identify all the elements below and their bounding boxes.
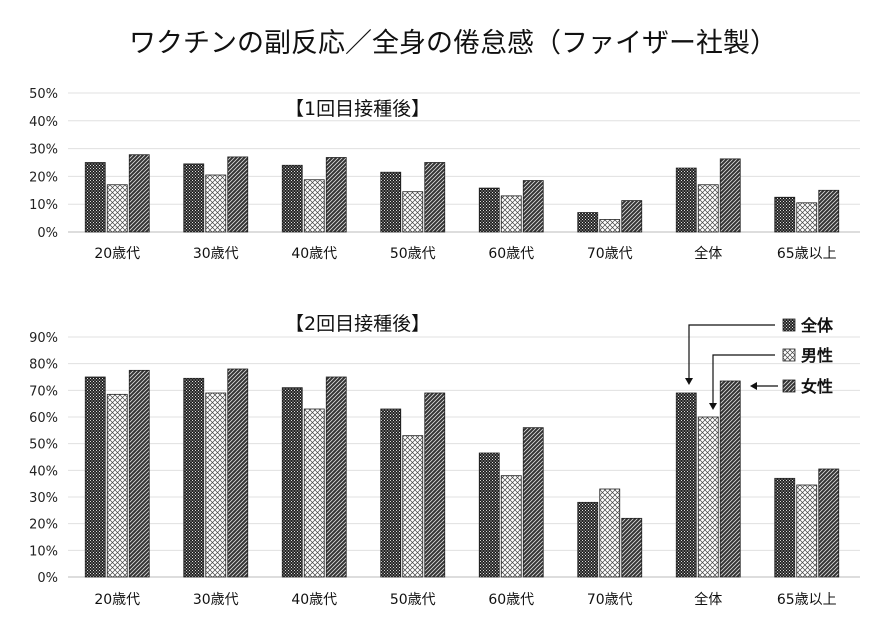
category-label: 60歳代 bbox=[488, 246, 534, 262]
legend-label-female: 女性 bbox=[801, 377, 833, 396]
y-tick-label: 20% bbox=[29, 518, 58, 533]
bar-female bbox=[128, 369, 150, 578]
bar-male bbox=[303, 408, 325, 578]
bar-female bbox=[227, 156, 249, 233]
bar-female bbox=[424, 162, 446, 233]
bar-total bbox=[577, 212, 599, 233]
bar-male bbox=[796, 202, 818, 233]
bar-female bbox=[719, 380, 741, 578]
bar-total bbox=[380, 171, 402, 233]
y-tick-label: 40% bbox=[29, 115, 58, 130]
bar-male bbox=[205, 174, 227, 233]
bar-female bbox=[818, 468, 840, 578]
bar-male bbox=[599, 219, 621, 233]
category-label: 70歳代 bbox=[587, 246, 633, 262]
bar-female bbox=[325, 376, 347, 578]
category-label: 50歳代 bbox=[390, 592, 436, 608]
main-title: ワクチンの副反応／全身の倦怠感（ファイザー社製） bbox=[129, 28, 777, 59]
panel-title: 【1回目接種後】 bbox=[285, 98, 430, 120]
category-label: 30歳代 bbox=[193, 592, 239, 608]
category-label: 65歳以上 bbox=[777, 592, 837, 608]
category-label: 60歳代 bbox=[488, 592, 534, 608]
y-tick-label: 0% bbox=[37, 571, 58, 586]
category-label: 65歳以上 bbox=[777, 246, 837, 262]
bar-total bbox=[675, 392, 697, 578]
category-label: 40歳代 bbox=[291, 592, 337, 608]
category-label: 20歳代 bbox=[94, 246, 140, 262]
bar-male bbox=[402, 435, 424, 578]
bar-male bbox=[402, 191, 424, 233]
y-tick-label: 10% bbox=[29, 544, 58, 559]
y-tick-label: 70% bbox=[29, 384, 58, 399]
bar-female bbox=[424, 392, 446, 578]
bar-male bbox=[500, 195, 522, 233]
bar-total bbox=[281, 387, 303, 578]
bar-total bbox=[183, 377, 205, 578]
y-tick-label: 80% bbox=[29, 358, 58, 373]
bar-female bbox=[522, 427, 544, 578]
category-label: 50歳代 bbox=[390, 246, 436, 262]
bar-male bbox=[697, 184, 719, 233]
legend-arrowhead bbox=[750, 382, 757, 390]
legend-arrow bbox=[712, 354, 775, 404]
bar-male bbox=[205, 392, 227, 578]
y-tick-label: 50% bbox=[29, 87, 58, 102]
bar-male bbox=[303, 179, 325, 233]
bar-total bbox=[84, 376, 106, 578]
bar-total bbox=[380, 408, 402, 578]
legend-label-male: 男性 bbox=[801, 346, 833, 365]
legend-swatch-total bbox=[782, 318, 796, 332]
y-tick-label: 30% bbox=[29, 491, 58, 506]
legend-label-total: 全体 bbox=[800, 316, 834, 335]
category-label: 全体 bbox=[694, 245, 722, 262]
bar-total bbox=[577, 501, 599, 578]
bar-total bbox=[675, 167, 697, 233]
legend-arrowhead bbox=[685, 378, 693, 385]
bar-female bbox=[227, 368, 249, 578]
bar-female bbox=[621, 200, 643, 233]
category-label: 全体 bbox=[694, 591, 722, 608]
category-label: 20歳代 bbox=[94, 592, 140, 608]
bar-total bbox=[774, 196, 796, 233]
bar-male bbox=[697, 416, 719, 578]
bar-total bbox=[281, 164, 303, 233]
bar-male bbox=[106, 393, 128, 578]
y-tick-label: 60% bbox=[29, 411, 58, 426]
y-tick-label: 0% bbox=[37, 226, 58, 241]
legend-swatch-male bbox=[782, 348, 796, 362]
bar-male bbox=[599, 488, 621, 578]
bar-male bbox=[796, 484, 818, 578]
y-tick-label: 50% bbox=[29, 438, 58, 453]
bar-female bbox=[719, 158, 741, 233]
bar-male bbox=[500, 475, 522, 578]
y-tick-label: 30% bbox=[29, 143, 58, 158]
bar-total bbox=[183, 163, 205, 233]
bar-female bbox=[621, 517, 643, 578]
bar-female bbox=[325, 157, 347, 233]
panel-second-dose: 0% 10% 20% 30% 40% 50% 60% 70% 80% 90% 【2回目接種後】 20歳… bbox=[29, 313, 860, 608]
bar-total bbox=[84, 162, 106, 233]
y-tick-label: 40% bbox=[29, 464, 58, 479]
bar-female bbox=[128, 154, 150, 233]
bar-male bbox=[106, 184, 128, 233]
legend-arrow bbox=[688, 324, 775, 379]
bar-total bbox=[478, 452, 500, 578]
legend-swatch-female bbox=[782, 379, 796, 393]
bar-total bbox=[478, 187, 500, 233]
bar-total bbox=[774, 477, 796, 578]
y-tick-label: 10% bbox=[29, 198, 58, 213]
y-tick-label: 90% bbox=[29, 331, 58, 346]
panel-title: 【2回目接種後】 bbox=[285, 313, 430, 335]
y-tick-label: 20% bbox=[29, 170, 58, 185]
panel-first-dose: 0% 10% 20% 30% 40% 50% 【1回目接種後】 20歳代 30歳代 40歳代 50歳… bbox=[29, 87, 860, 262]
bar-female bbox=[522, 180, 544, 233]
category-label: 30歳代 bbox=[193, 246, 239, 262]
bar-female bbox=[818, 189, 840, 233]
category-label: 40歳代 bbox=[291, 246, 337, 262]
legend-arrowhead bbox=[709, 403, 717, 410]
category-label: 70歳代 bbox=[587, 592, 633, 608]
